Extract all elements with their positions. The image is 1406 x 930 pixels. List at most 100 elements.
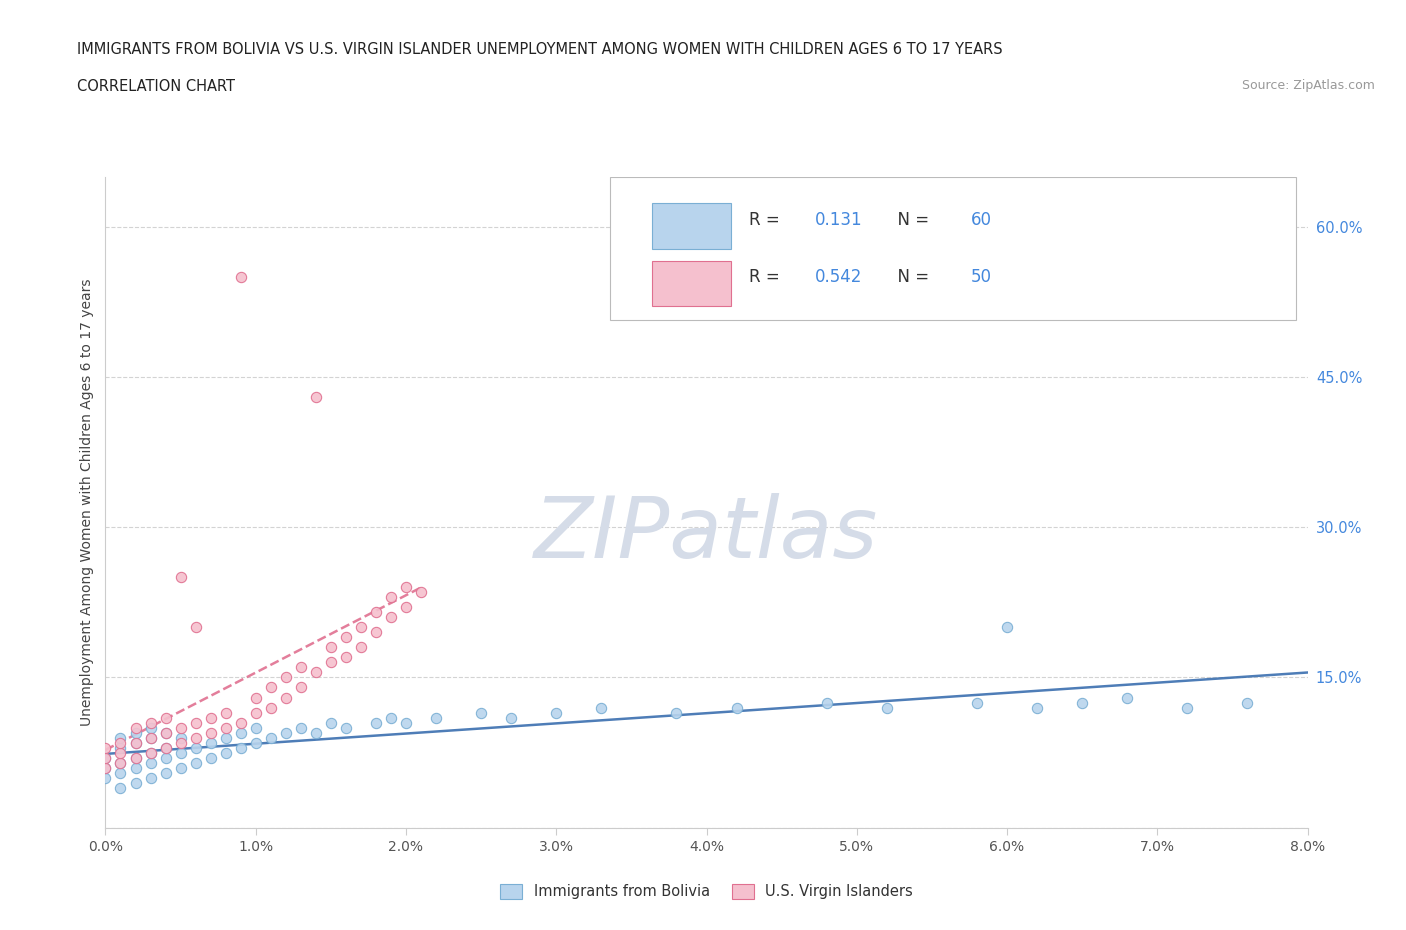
Point bbox=[350, 620, 373, 635]
Point bbox=[214, 720, 236, 735]
Point bbox=[110, 765, 132, 780]
Point bbox=[169, 760, 191, 775]
Point bbox=[155, 740, 177, 755]
Point bbox=[94, 760, 117, 775]
Point bbox=[380, 711, 402, 725]
Point bbox=[214, 730, 236, 745]
Point bbox=[124, 751, 146, 765]
Point bbox=[260, 680, 283, 695]
Point bbox=[245, 690, 267, 705]
Point bbox=[274, 670, 297, 684]
Text: N =: N = bbox=[887, 268, 934, 286]
Point bbox=[110, 745, 132, 760]
Point bbox=[470, 705, 492, 720]
FancyBboxPatch shape bbox=[652, 260, 731, 306]
Text: R =: R = bbox=[748, 211, 785, 229]
Point bbox=[319, 655, 342, 670]
Point bbox=[155, 751, 177, 765]
Point bbox=[274, 725, 297, 740]
Point bbox=[725, 700, 748, 715]
Point bbox=[335, 650, 357, 665]
Point bbox=[229, 740, 252, 755]
Point bbox=[124, 760, 146, 775]
Point bbox=[169, 730, 191, 745]
Point bbox=[169, 745, 191, 760]
Point bbox=[501, 711, 523, 725]
Point bbox=[139, 770, 162, 785]
Point bbox=[200, 735, 222, 750]
Point bbox=[395, 715, 418, 730]
Text: 0.131: 0.131 bbox=[814, 211, 862, 229]
Point bbox=[546, 705, 568, 720]
Legend: Immigrants from Bolivia, U.S. Virgin Islanders: Immigrants from Bolivia, U.S. Virgin Isl… bbox=[495, 878, 918, 905]
Point bbox=[155, 711, 177, 725]
Point bbox=[200, 711, 222, 725]
Point bbox=[245, 735, 267, 750]
Point bbox=[425, 711, 447, 725]
Point bbox=[139, 745, 162, 760]
Point bbox=[290, 660, 312, 675]
Point bbox=[155, 765, 177, 780]
Point bbox=[139, 715, 162, 730]
Point bbox=[335, 720, 357, 735]
Point bbox=[229, 715, 252, 730]
Text: 60: 60 bbox=[972, 211, 993, 229]
Point bbox=[245, 720, 267, 735]
Point bbox=[139, 730, 162, 745]
Point bbox=[380, 610, 402, 625]
Point bbox=[110, 755, 132, 770]
Point bbox=[110, 730, 132, 745]
Text: N =: N = bbox=[887, 211, 934, 229]
Point bbox=[305, 725, 328, 740]
Point bbox=[124, 735, 146, 750]
Point bbox=[290, 680, 312, 695]
Point bbox=[591, 700, 613, 715]
Text: ZIPatlas: ZIPatlas bbox=[534, 493, 879, 577]
Point bbox=[184, 715, 207, 730]
Point bbox=[1175, 700, 1198, 715]
Point bbox=[1116, 690, 1139, 705]
Point bbox=[815, 695, 838, 710]
Point bbox=[350, 640, 373, 655]
Point bbox=[155, 740, 177, 755]
Point bbox=[94, 770, 117, 785]
Point bbox=[1236, 695, 1258, 710]
Point bbox=[94, 751, 117, 765]
Text: IMMIGRANTS FROM BOLIVIA VS U.S. VIRGIN ISLANDER UNEMPLOYMENT AMONG WOMEN WITH CH: IMMIGRANTS FROM BOLIVIA VS U.S. VIRGIN I… bbox=[77, 42, 1002, 57]
FancyBboxPatch shape bbox=[610, 177, 1295, 320]
Point bbox=[319, 715, 342, 730]
Point bbox=[94, 751, 117, 765]
Point bbox=[229, 270, 252, 285]
Point bbox=[124, 735, 146, 750]
Point bbox=[319, 640, 342, 655]
Point bbox=[184, 620, 207, 635]
Point bbox=[214, 745, 236, 760]
Point bbox=[214, 705, 236, 720]
Point bbox=[305, 390, 328, 405]
Point bbox=[1026, 700, 1049, 715]
Point bbox=[229, 725, 252, 740]
Point bbox=[395, 600, 418, 615]
Point bbox=[94, 760, 117, 775]
Point bbox=[110, 780, 132, 795]
Point bbox=[876, 700, 898, 715]
Point bbox=[364, 604, 387, 619]
Point bbox=[395, 580, 418, 595]
Point bbox=[290, 720, 312, 735]
Point bbox=[665, 705, 688, 720]
Point bbox=[184, 730, 207, 745]
Point bbox=[139, 755, 162, 770]
Point bbox=[995, 620, 1018, 635]
FancyBboxPatch shape bbox=[652, 204, 731, 249]
Text: 50: 50 bbox=[972, 268, 993, 286]
Point bbox=[169, 570, 191, 585]
Point bbox=[139, 745, 162, 760]
Point bbox=[200, 725, 222, 740]
Point bbox=[124, 751, 146, 765]
Point bbox=[169, 735, 191, 750]
Point bbox=[124, 725, 146, 740]
Point bbox=[274, 690, 297, 705]
Point bbox=[184, 740, 207, 755]
Point bbox=[364, 715, 387, 730]
Point bbox=[110, 755, 132, 770]
